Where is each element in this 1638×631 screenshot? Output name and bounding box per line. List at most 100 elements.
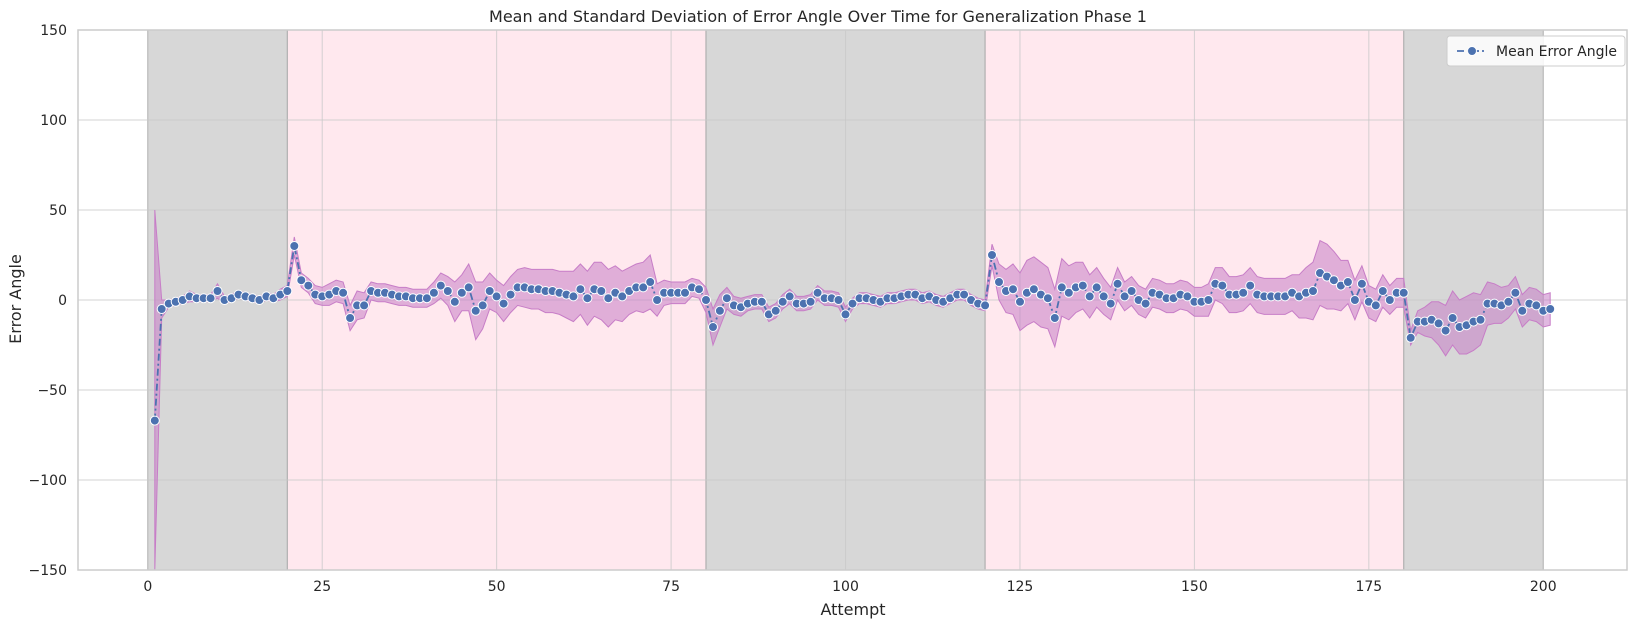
mean-point-66 bbox=[603, 293, 614, 304]
mean-point-181 bbox=[1405, 332, 1416, 343]
mean-point-65 bbox=[596, 286, 607, 296]
legend-box bbox=[1446, 35, 1626, 67]
mean-point-45 bbox=[456, 287, 467, 298]
mean-point-173 bbox=[1349, 295, 1360, 305]
mean-point-191 bbox=[1475, 314, 1486, 325]
mean-point-42 bbox=[435, 280, 446, 291]
mean-point-80 bbox=[701, 295, 711, 305]
mean-point-135 bbox=[1084, 291, 1095, 302]
mean-point-174 bbox=[1356, 278, 1367, 289]
mean-point-124 bbox=[1008, 284, 1018, 295]
x-tick-label-4: 100 bbox=[832, 579, 859, 595]
x-tick-label-5: 125 bbox=[1007, 579, 1034, 595]
legend-label: Mean Error Angle bbox=[1496, 44, 1617, 60]
mean-point-201 bbox=[1545, 304, 1556, 314]
mean-point-23 bbox=[303, 280, 314, 291]
mean-point-140 bbox=[1119, 291, 1130, 302]
mean-point-180 bbox=[1398, 287, 1409, 298]
mean-point-83 bbox=[721, 293, 732, 304]
y-tick-label-0: −150 bbox=[29, 563, 67, 579]
mean-point-195 bbox=[1503, 296, 1514, 307]
mean-point-1 bbox=[149, 415, 160, 426]
y-tick-label-5: 100 bbox=[40, 113, 67, 129]
x-tick-label-8: 200 bbox=[1530, 579, 1557, 595]
y-tick-label-2: −50 bbox=[37, 383, 67, 399]
chart-title: Mean and Standard Deviation of Error Ang… bbox=[489, 7, 1147, 26]
x-tick-label-1: 25 bbox=[313, 579, 331, 595]
mean-point-152 bbox=[1203, 295, 1214, 305]
mean-point-71 bbox=[638, 282, 649, 293]
mean-point-125 bbox=[1015, 296, 1025, 307]
mean-point-141 bbox=[1126, 286, 1137, 296]
mean-point-40 bbox=[421, 293, 432, 304]
mean-line bbox=[153, 245, 1551, 421]
mean-point-90 bbox=[770, 305, 781, 316]
mean-point-157 bbox=[1238, 287, 1249, 298]
mean-point-46 bbox=[463, 282, 474, 293]
mean-point-137 bbox=[1098, 291, 1109, 302]
mean-point-9 bbox=[205, 293, 216, 304]
mean-point-143 bbox=[1140, 298, 1151, 309]
mean-point-199 bbox=[1531, 300, 1542, 311]
mean-point-196 bbox=[1510, 287, 1521, 298]
y-ticks: −150 −100 −50 0 50 100 150 bbox=[29, 23, 67, 579]
mean-point-31 bbox=[359, 300, 370, 311]
mean-point-149 bbox=[1182, 291, 1193, 302]
mean-point-79 bbox=[694, 284, 704, 295]
mean-point-28 bbox=[338, 287, 349, 298]
mean-point-43 bbox=[442, 286, 453, 296]
mean-point-158 bbox=[1245, 280, 1256, 291]
x-tick-label-7: 175 bbox=[1355, 579, 1382, 595]
mean-point-48 bbox=[477, 300, 488, 311]
mean-point-129 bbox=[1042, 293, 1053, 304]
mean-point-187 bbox=[1447, 313, 1458, 323]
mean-point-178 bbox=[1384, 295, 1395, 305]
mean-markers bbox=[149, 241, 1556, 426]
mean-point-50 bbox=[491, 291, 502, 302]
mean-point-139 bbox=[1112, 278, 1123, 289]
x-tick-label-0: 0 bbox=[143, 579, 152, 595]
x-tick-label-3: 75 bbox=[662, 579, 680, 595]
mean-point-172 bbox=[1342, 277, 1353, 287]
mean-point-82 bbox=[714, 305, 725, 316]
mean-point-177 bbox=[1377, 286, 1388, 296]
x-tick-label-2: 50 bbox=[488, 579, 506, 595]
y-axis-label: Error Angle bbox=[6, 254, 25, 344]
mean-point-99 bbox=[833, 295, 844, 305]
mean-point-117 bbox=[959, 289, 970, 300]
mean-point-127 bbox=[1028, 284, 1039, 295]
mean-point-73 bbox=[652, 295, 663, 305]
mean-point-185 bbox=[1433, 318, 1444, 329]
mean-point-132 bbox=[1063, 287, 1074, 298]
mean-point-41 bbox=[428, 287, 439, 298]
mean-line-layer bbox=[153, 245, 1551, 421]
mean-point-62 bbox=[575, 284, 586, 295]
legend-marker-icon bbox=[1467, 46, 1477, 56]
mean-point-63 bbox=[582, 293, 593, 304]
plot-frame bbox=[77, 29, 1628, 571]
x-axis-label: Attempt bbox=[820, 600, 885, 619]
mean-point-52 bbox=[505, 289, 516, 300]
mean-point-20 bbox=[282, 286, 293, 296]
mean-point-101 bbox=[847, 298, 858, 309]
mean-point-138 bbox=[1105, 298, 1116, 309]
mean-point-81 bbox=[708, 322, 718, 332]
y-tick-label-3: 0 bbox=[58, 293, 67, 309]
mean-point-176 bbox=[1370, 300, 1381, 311]
mean-point-2 bbox=[156, 304, 167, 314]
x-tick-label-6: 150 bbox=[1181, 579, 1208, 595]
mean-point-100 bbox=[840, 309, 851, 320]
mean-point-29 bbox=[345, 313, 356, 323]
mean-point-47 bbox=[470, 305, 481, 316]
x-ticks: 0 25 50 75 100 125 150 175 200 bbox=[143, 579, 1556, 595]
mean-point-131 bbox=[1056, 282, 1067, 293]
mean-point-134 bbox=[1077, 280, 1088, 291]
y-tick-label-4: 50 bbox=[49, 203, 67, 219]
mean-point-49 bbox=[484, 286, 495, 296]
mean-point-121 bbox=[987, 250, 997, 260]
mean-point-88 bbox=[756, 296, 767, 307]
legend: Mean Error Angle bbox=[1446, 35, 1626, 67]
mean-point-10 bbox=[212, 286, 223, 296]
mean-point-170 bbox=[1328, 275, 1339, 286]
